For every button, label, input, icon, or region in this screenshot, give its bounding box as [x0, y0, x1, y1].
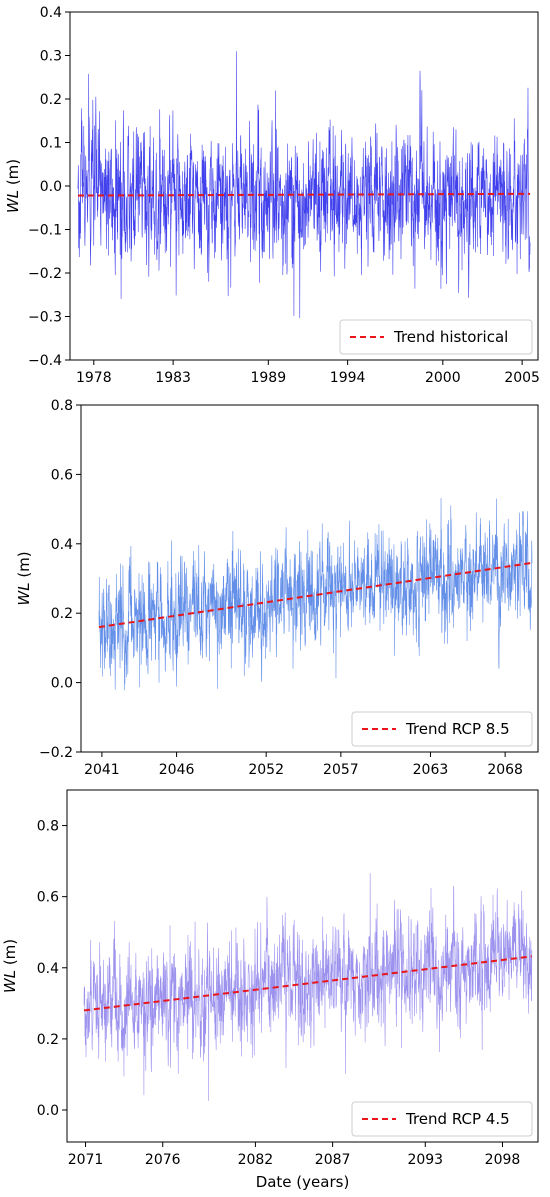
y-tick-label: 0.0: [51, 676, 73, 692]
legend-label: Trend historical: [393, 328, 508, 346]
y-tick-label: 0.0: [37, 1103, 59, 1119]
x-tick-label: 2082: [238, 1152, 274, 1168]
x-tick-label: 1994: [330, 370, 366, 386]
x-tick-label: 2041: [84, 762, 120, 778]
series-line-water-level: [98, 498, 533, 691]
x-tick-label: 2057: [323, 762, 359, 778]
y-tick-label: 0.4: [40, 5, 62, 21]
legend-box: [351, 1101, 533, 1137]
y-tick-label: −0.2: [28, 266, 62, 282]
chart-panel-1: −0.4 −0.3 −0.2 −0.1 0.0 0.1 0.2 0.3 0.4 1978 1983 1…: [4, 5, 540, 386]
x-tick-label: 2052: [248, 762, 284, 778]
y-tick-label: −0.2: [39, 745, 73, 761]
y-tick-label: 0.4: [37, 961, 59, 977]
x-tick-label: 2093: [407, 1152, 443, 1168]
x-tick-label: 1983: [155, 370, 191, 386]
y-axis-title-unit: (m): [1, 939, 19, 970]
legend: Trend RCP 8.5: [351, 711, 533, 747]
y-tick-label: 0.8: [37, 819, 59, 835]
y-tick-label: −0.1: [28, 223, 62, 239]
x-tick-label: 2071: [68, 1152, 104, 1168]
y-tick-label: 0.1: [40, 136, 62, 152]
y-tick-label: 0.4: [51, 537, 73, 553]
legend-label: Trend RCP 4.5: [405, 1110, 510, 1128]
x-tick-label: 1978: [76, 370, 112, 386]
y-tick-label: −0.3: [28, 310, 62, 326]
x-tick-label: 2076: [145, 1152, 181, 1168]
x-tick-label: 2063: [413, 762, 449, 778]
x-tick-label: 2000: [425, 370, 461, 386]
legend-box: [351, 711, 533, 747]
y-axis-title-symbol: WL: [4, 190, 22, 213]
plot-area: [77, 51, 531, 318]
plot-frame: [80, 404, 539, 753]
y-tick-label: 0.6: [37, 890, 59, 906]
y-tick-label: 0.6: [51, 467, 73, 483]
x-tick-label: 2068: [487, 762, 523, 778]
x-axis-title: Date (years): [256, 1173, 350, 1191]
y-tick-label: 0.8: [51, 398, 73, 414]
x-tick-label: 2087: [315, 1152, 351, 1168]
plot-area: [83, 873, 533, 1101]
y-tick-label: 0.2: [51, 606, 73, 622]
series-line-water-level: [83, 873, 533, 1101]
y-tick-label: −0.4: [28, 353, 62, 369]
x-tick-label: 1989: [250, 370, 286, 386]
legend: Trend RCP 4.5: [351, 1101, 533, 1137]
legend: Trend historical: [339, 319, 533, 355]
trend-line: [83, 955, 532, 1012]
chart-panel-3: 0.0 0.2 0.4 0.6 0.8 2071 2076 2082 2087 2093 2098 W…: [1, 789, 539, 1191]
y-tick-label: 0.3: [40, 49, 62, 65]
trend-line: [98, 561, 533, 629]
y-tick-label: 0.0: [40, 179, 62, 195]
y-tick-label: 0.2: [40, 92, 62, 108]
y-axis-title: WL (m): [15, 551, 33, 605]
plot-area: [98, 498, 533, 691]
legend-label: Trend RCP 8.5: [405, 720, 510, 738]
x-tick-label: 2046: [159, 762, 195, 778]
legend-box: [339, 319, 533, 355]
y-axis-title-unit: (m): [15, 551, 33, 582]
plot-frame: [66, 789, 539, 1143]
y-axis-title-symbol: WL: [15, 582, 33, 605]
x-tick-label: 2005: [504, 370, 540, 386]
y-tick-label: 0.2: [37, 1032, 59, 1048]
y-axis-title: WL (m): [1, 939, 19, 993]
trend-line: [77, 192, 531, 197]
y-axis-title-unit: (m): [4, 159, 22, 190]
y-axis-title-symbol: WL: [1, 970, 19, 993]
chart-panel-2: −0.2 0.0 0.2 0.4 0.6 0.8 2041 2046 2052 2057 2063 2…: [15, 398, 539, 778]
x-tick-label: 2098: [485, 1152, 521, 1168]
y-axis-title: WL (m): [4, 159, 22, 213]
series-line-water-level: [77, 51, 531, 318]
